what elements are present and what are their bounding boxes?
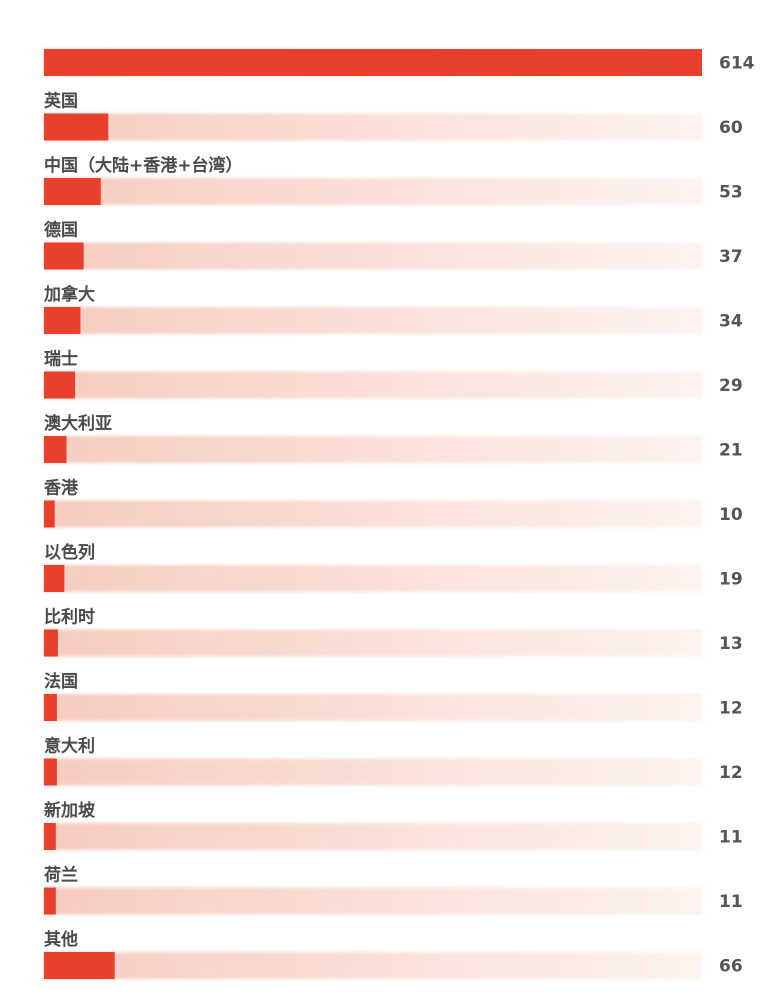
value-label: 11 — [719, 828, 743, 848]
bar — [44, 307, 81, 334]
bar-track — [44, 436, 702, 463]
bar-row: 614 — [44, 49, 755, 76]
value-label: 66 — [719, 957, 743, 977]
value-label: 614 — [719, 54, 755, 74]
category-label: 以色列 — [44, 542, 95, 563]
bar-row: 澳大利亚 21 — [44, 413, 743, 463]
bar-row: 新加坡 11 — [44, 800, 743, 850]
bar — [44, 694, 57, 721]
bar-row: 中国（大陆+香港+台湾） 53 — [44, 155, 743, 205]
bar-track — [44, 758, 702, 786]
value-label: 29 — [719, 376, 743, 396]
bar-track — [44, 823, 702, 850]
bar-track — [44, 178, 702, 205]
bar — [44, 823, 56, 850]
category-label: 荷兰 — [44, 865, 78, 886]
category-label: 加拿大 — [43, 284, 95, 305]
bar-row: 加拿大 34 — [43, 284, 743, 334]
value-label: 11 — [719, 892, 743, 912]
bar — [44, 49, 702, 76]
category-label: 香港 — [44, 478, 79, 499]
category-label: 澳大利亚 — [44, 413, 112, 434]
value-label: 12 — [719, 699, 743, 719]
value-label: 10 — [719, 505, 743, 525]
value-label: 60 — [719, 118, 743, 138]
bar — [44, 436, 67, 463]
bar-track — [44, 629, 702, 657]
value-label: 34 — [719, 312, 743, 332]
value-label: 53 — [719, 183, 743, 203]
bar-row: 意大利 12 — [44, 736, 743, 786]
bar-track — [44, 952, 702, 979]
category-label: 英国 — [44, 91, 78, 112]
value-label: 37 — [719, 247, 743, 267]
category-label: 法国 — [44, 671, 78, 692]
value-label: 21 — [719, 441, 743, 461]
bar — [44, 178, 101, 205]
bar-track — [44, 307, 702, 334]
category-label: 德国 — [44, 220, 78, 241]
bar — [44, 952, 115, 979]
bar — [44, 565, 65, 592]
bar — [44, 629, 58, 657]
bar-row: 以色列 19 — [44, 542, 743, 592]
value-label: 19 — [719, 570, 743, 590]
bar — [44, 113, 109, 141]
bar-row: 比利时 13 — [44, 607, 743, 657]
category-label: 其他 — [44, 929, 78, 950]
category-label: 瑞士 — [44, 349, 78, 370]
category-label: 意大利 — [44, 736, 95, 757]
bar-row: 法国 12 — [44, 671, 743, 721]
bar-track — [44, 500, 702, 528]
bar-track — [44, 565, 702, 592]
bar-track — [44, 694, 702, 721]
bar-row: 瑞士 29 — [44, 349, 743, 399]
bar — [44, 758, 57, 786]
bar-track — [44, 242, 702, 270]
bar-row: 其他 66 — [44, 929, 743, 979]
category-label: 新加坡 — [44, 800, 95, 821]
bar — [44, 887, 56, 915]
bar — [44, 500, 55, 528]
bars-layer: 614 英国 60 中国（大陆+香港+台湾） 53 德国 37 加拿大 34 瑞士 29 澳大利亚 21… — [43, 49, 755, 979]
bar — [44, 242, 84, 270]
category-label: 中国（大陆+香港+台湾） — [44, 155, 243, 176]
bar-row: 荷兰 11 — [44, 865, 743, 915]
bar-track — [44, 887, 702, 915]
category-label: 比利时 — [44, 607, 95, 628]
bar-track — [44, 371, 702, 399]
bar-row: 香港 10 — [44, 478, 743, 528]
bar-track — [44, 113, 702, 141]
bar-row: 英国 60 — [44, 91, 743, 141]
bar — [44, 371, 76, 399]
bar-row: 德国 37 — [44, 220, 743, 270]
value-label: 12 — [719, 763, 743, 783]
value-label: 13 — [719, 634, 743, 654]
